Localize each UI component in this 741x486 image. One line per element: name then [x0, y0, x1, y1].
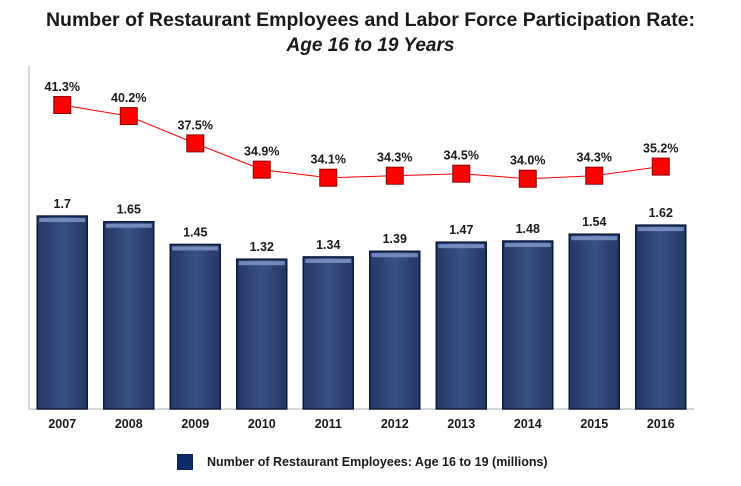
chart-title: Number of Restaurant Employees and Labor… [45, 9, 696, 31]
bar-value-label-2009: 1.45 [183, 225, 207, 239]
bar-value-label-2011: 1.34 [316, 238, 340, 252]
bar-value-label-2008: 1.65 [117, 203, 141, 217]
bar-2007 [36, 215, 88, 410]
rate-marker-2011 [319, 168, 338, 187]
bar-highlight-2016 [637, 227, 684, 232]
bar-value-label-2015: 1.54 [582, 215, 606, 229]
rate-marker-2007 [53, 96, 72, 114]
bar-value-label-2012: 1.39 [383, 232, 407, 246]
x-tick-label-2013: 2013 [447, 417, 475, 431]
rate-marker-2016 [651, 157, 670, 176]
x-tick-label-2011: 2011 [315, 417, 342, 431]
bar-2009 [169, 243, 221, 410]
bar-highlight-2007 [39, 218, 86, 223]
bar-highlight-2010 [238, 261, 285, 266]
x-tick-label-2015: 2015 [580, 417, 608, 431]
x-tick-label-2012: 2012 [381, 417, 409, 431]
rate-label-2009: 37.5% [178, 118, 213, 132]
bar-highlight-2013 [438, 244, 485, 249]
rate-marker-2009 [186, 134, 205, 153]
x-tick-label-2010: 2010 [248, 417, 276, 431]
bar-highlight-2011 [305, 258, 352, 263]
rate-label-2013: 34.5% [444, 149, 479, 163]
bar-highlight-2009 [172, 246, 219, 251]
bar-2011 [302, 256, 354, 410]
rate-marker-2013 [452, 164, 471, 183]
bar-highlight-2008 [105, 223, 152, 228]
bar-highlight-2012 [371, 253, 418, 258]
bar-2014 [502, 240, 554, 410]
rate-label-2007: 41.3% [45, 80, 80, 94]
x-tick-label-2009: 2009 [181, 417, 209, 431]
x-tick-label-2016: 2016 [647, 417, 675, 431]
rate-marker-2012 [385, 166, 404, 185]
rate-line [62, 104, 661, 180]
chart-legend: Number of Restaurant Employees: Age 16 t… [177, 453, 548, 471]
legend-swatch [177, 454, 193, 470]
bar-2016 [635, 224, 687, 410]
rate-label-2012: 34.3% [377, 151, 412, 165]
bar-value-label-2013: 1.47 [449, 223, 473, 237]
bar-2010 [236, 258, 288, 410]
bar-highlight-2014 [504, 243, 551, 248]
rate-label-2015: 34.3% [577, 151, 612, 165]
x-tick-label-2007: 2007 [48, 417, 76, 431]
bar-2013 [435, 241, 487, 410]
rate-label-2016: 35.2% [643, 142, 678, 156]
rate-marker-2008 [119, 107, 138, 126]
rate-marker-2015 [585, 166, 604, 185]
x-tick-label-2008: 2008 [115, 417, 143, 431]
legend-label: Number of Restaurant Employees: Age 16 t… [207, 455, 548, 469]
bar-value-label-2014: 1.48 [516, 222, 540, 236]
bar-value-label-2016: 1.62 [649, 206, 673, 220]
rate-marker-2014 [518, 169, 537, 188]
bar-2012 [369, 250, 421, 410]
bar-value-label-2010: 1.32 [250, 240, 274, 254]
bar-2008 [103, 220, 155, 410]
rate-label-2008: 40.2% [111, 91, 146, 105]
x-tick-label-2014: 2014 [514, 417, 542, 431]
rate-label-2011: 34.1% [311, 153, 346, 167]
bar-highlight-2015 [571, 236, 618, 241]
bar-2015 [568, 233, 620, 410]
rate-label-2014: 34.0% [510, 154, 545, 168]
chart-subtitle: Age 16 to 19 Years [286, 35, 455, 56]
rate-marker-2010 [252, 160, 271, 179]
bar-value-label-2007: 1.7 [54, 197, 71, 211]
rate-label-2010: 34.9% [244, 145, 279, 159]
